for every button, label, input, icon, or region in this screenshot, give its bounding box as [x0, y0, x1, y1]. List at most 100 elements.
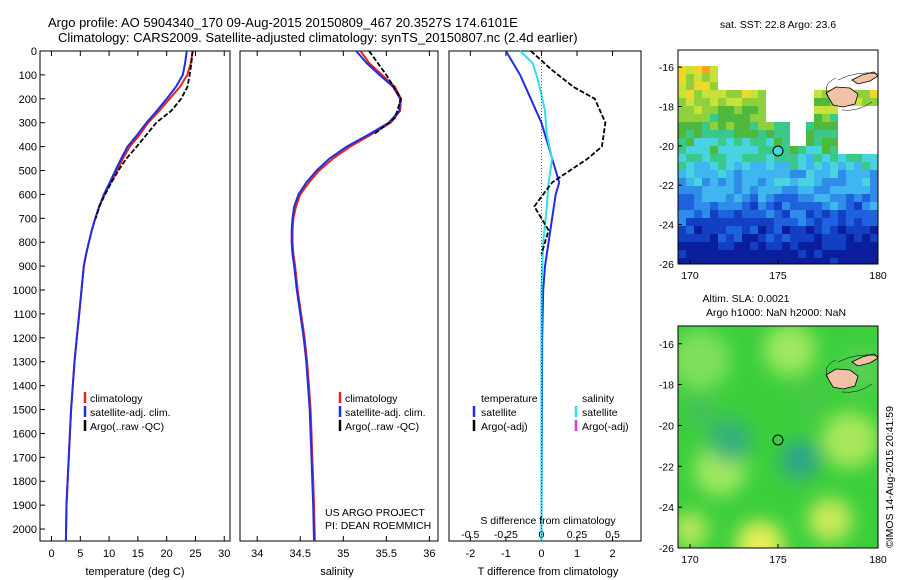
depth-tick-label: 1800 — [13, 476, 37, 488]
sst-field — [678, 66, 878, 264]
difference-panel: -2 -1 0 1 2 -0.5 -0.25 0 0.25 0.5 S difference f… — [448, 50, 642, 578]
map-x-tick-label: 170 — [681, 270, 699, 282]
project-text-line-2: PI: DEAN ROEMMICH — [325, 520, 431, 532]
depth-tick-label: 100 — [19, 70, 37, 82]
depth-tick-label: 900 — [19, 261, 37, 273]
x-tick-label: 36 — [423, 548, 435, 560]
legend-label-satellite: satellite-adj. clim. — [345, 407, 426, 419]
depth-tick-label: 200 — [19, 94, 37, 106]
difference-profiles — [505, 51, 607, 541]
temperature-plot-frame — [39, 50, 231, 542]
x-tick-label: 0 — [538, 548, 544, 560]
x-tick-label: -2 — [465, 548, 475, 560]
difference-legend: temperature satellite Argo(-adj) salinit… — [472, 393, 629, 433]
map-y-tick-label: -26 — [659, 259, 674, 271]
sla-field — [678, 326, 878, 548]
map-x-tick-label: 180 — [869, 270, 887, 282]
series-line-satellite-adj-clim- — [64, 51, 188, 541]
legend-label-climatology: climatology — [345, 393, 398, 405]
depth-tick-label: 1700 — [13, 452, 37, 464]
temperature-axis: 0 5 10 15 20 25 30 — [48, 51, 230, 560]
salinity-axis-label: salinity — [320, 566, 354, 578]
salinity-plot-frame — [239, 50, 439, 542]
map-y-tick-label: -22 — [659, 180, 674, 192]
depth-tick-label: 700 — [19, 213, 37, 225]
map-y-tick-label: -24 — [659, 502, 674, 514]
legend-label-argo: Argo(..raw -QC) — [345, 421, 419, 433]
series-line-satellite-adj-clim- — [290, 51, 402, 541]
temperature-legend: climatology satellite-adj. clim. Argo(..… — [83, 392, 171, 433]
argo-float-marker — [772, 145, 784, 157]
legend-label-argo: Argo(..raw -QC) — [90, 421, 164, 433]
depth-tick-label: 1100 — [13, 309, 37, 321]
series-line-satellite — [519, 51, 554, 541]
depth-tick-label: 1000 — [13, 285, 37, 297]
t-difference-axis: -2 -1 0 1 2 — [465, 51, 616, 560]
depth-tick-label: 1200 — [13, 333, 37, 345]
sla-map-title-line-2: Argo h1000: NaN h2000: NaN — [706, 307, 846, 319]
x-tick-label: 10 — [103, 548, 115, 560]
title-line-2: Climatology: CARS2009. Satellite-adjuste… — [58, 30, 578, 45]
depth-tick-label: 400 — [19, 142, 37, 154]
x-tick-label: 34.5 — [290, 548, 311, 560]
argo-float-marker — [772, 434, 784, 446]
difference-plot-frame — [448, 50, 642, 542]
series-line-argo-raw-qc- — [368, 51, 402, 136]
x-tick-label: 25 — [189, 548, 201, 560]
salinity-panel: 34 34.5 35 35.5 36 salinity climatology sate… — [239, 50, 439, 578]
depth-tick-label: 1400 — [13, 381, 37, 393]
x-tick-label: 35.5 — [376, 548, 397, 560]
map-x-tick-label: 175 — [769, 554, 787, 566]
depth-tick-label: 800 — [19, 237, 37, 249]
legend-label-s-argo: Argo(-adj) — [582, 421, 629, 433]
map-x-tick-label: 180 — [869, 554, 887, 566]
series-line-satellite — [505, 51, 561, 541]
map-y-tick-label: -18 — [659, 380, 674, 392]
depth-tick-label: 2000 — [13, 524, 37, 536]
s-tick-label: 0.25 — [567, 529, 588, 541]
x-tick-label: 34 — [251, 548, 263, 560]
map-x-tick-label: 170 — [681, 554, 699, 566]
x-tick-label: -1 — [501, 548, 511, 560]
x-tick-label: 20 — [161, 548, 173, 560]
legend-label-t-argo: Argo(-adj) — [481, 421, 528, 433]
s-tick-label: 0.5 — [605, 529, 620, 541]
depth-tick-label: 1900 — [13, 500, 37, 512]
sla-map-title-line-1: Altim. SLA: 0.0021 — [703, 293, 790, 305]
t-difference-axis-label: T difference from climatology — [478, 566, 619, 578]
legend-label-climatology: climatology — [90, 393, 143, 405]
depth-axis: 0 100 200 300 400 500 600 700 800 900 1000 1100 1200… — [13, 46, 45, 536]
map-y-tick-label: -22 — [659, 461, 674, 473]
legend-title-temperature: temperature — [481, 393, 538, 405]
x-tick-label: 0 — [48, 548, 54, 560]
legend-label-satellite: satellite-adj. clim. — [90, 407, 171, 419]
x-tick-label: 15 — [132, 548, 144, 560]
depth-tick-label: 1300 — [13, 357, 37, 369]
sla-map: Altim. SLA: 0.0021 Argo h1000: NaN h2000… — [659, 293, 887, 566]
legend-label-t-satellite: satellite — [481, 407, 517, 419]
x-tick-label: 35 — [337, 548, 349, 560]
temperature-profiles — [64, 51, 194, 541]
sst-map-title: sat. SST: 22.8 Argo: 23.6 — [720, 19, 836, 31]
land-fiji — [825, 71, 878, 108]
sla-map-axes: 170 175 180 -16 -18 -20 -22 -24 -26 — [659, 339, 887, 566]
project-text-line-1: US ARGO PROJECT — [325, 507, 425, 519]
sst-map: sat. SST: 22.8 Argo: 23.6 170 175 180 -16 -1… — [659, 19, 887, 282]
map-y-tick-label: -26 — [659, 543, 674, 555]
x-tick-label: 1 — [574, 548, 580, 560]
temperature-axis-label: temperature (deg C) — [85, 566, 184, 578]
map-y-tick-label: -16 — [659, 339, 674, 351]
map-y-tick-label: -20 — [659, 141, 674, 153]
depth-tick-label: 1500 — [13, 405, 37, 417]
depth-tick-label: 300 — [19, 118, 37, 130]
series-line-argo-adj- — [530, 51, 607, 255]
x-tick-label: 30 — [218, 548, 230, 560]
map-y-tick-label: -16 — [659, 62, 674, 74]
credit-text: ©IMOS 14-Aug-2015 20:41:59 — [884, 406, 896, 548]
salinity-legend: climatology satellite-adj. clim. Argo(..… — [338, 392, 426, 433]
temperature-panel: 0100200300400500600700800900100011001200… — [13, 46, 231, 578]
x-tick-label: 2 — [609, 548, 615, 560]
depth-tick-label: 0 — [31, 46, 37, 58]
x-tick-label: 5 — [77, 548, 83, 560]
